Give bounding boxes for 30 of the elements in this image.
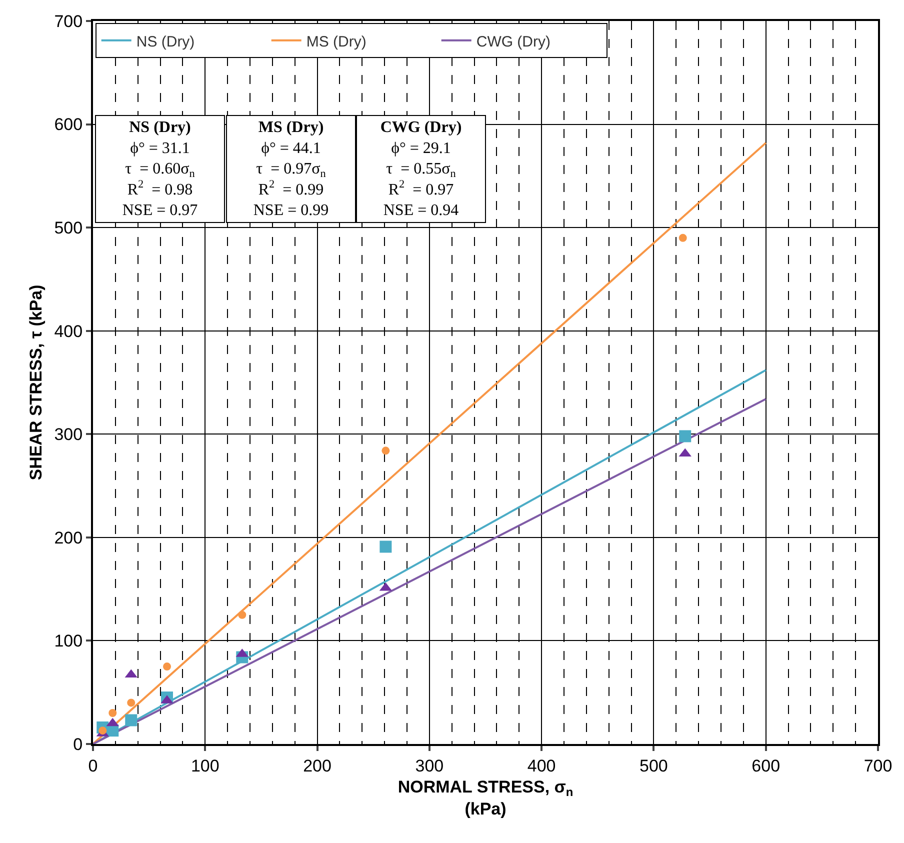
y-tick-label: 0 [73, 734, 83, 754]
point [238, 610, 246, 619]
legend-label: NS (Dry) [136, 33, 195, 50]
point [382, 446, 390, 455]
x-tick-label: 100 [190, 756, 220, 776]
x-tick-label: 200 [303, 756, 332, 776]
x-tick-label: 500 [640, 756, 668, 776]
x-tick-label: 0 [88, 756, 98, 776]
y-tick-label: 500 [54, 218, 83, 238]
point [380, 540, 392, 553]
point [108, 709, 117, 718]
x-tick-label: 600 [752, 756, 780, 776]
legend-label: CWG (Dry) [476, 33, 551, 50]
point [679, 430, 692, 442]
legend-label: MS (Dry) [306, 33, 366, 50]
point [125, 714, 138, 726]
x-tick-label: 300 [415, 756, 444, 776]
y-tick-label: 200 [54, 528, 83, 548]
point [163, 662, 172, 671]
x-tick-label: 400 [527, 756, 556, 776]
x-tick-label: 700 [864, 756, 892, 776]
y-tick-label: 300 [54, 425, 83, 444]
y-tick-label: 700 [54, 12, 83, 31]
point [678, 234, 687, 242]
point [127, 698, 136, 707]
text: NORMAL STRESS, σ$_{n}$ (kPa) [398, 777, 574, 818]
y-tick-label: 100 [54, 632, 83, 651]
y-axis-title: SHEAR STRESS, τ (kPa) [26, 284, 46, 480]
y-tick-label: 600 [54, 115, 83, 134]
y-tick-label: 400 [54, 322, 83, 341]
